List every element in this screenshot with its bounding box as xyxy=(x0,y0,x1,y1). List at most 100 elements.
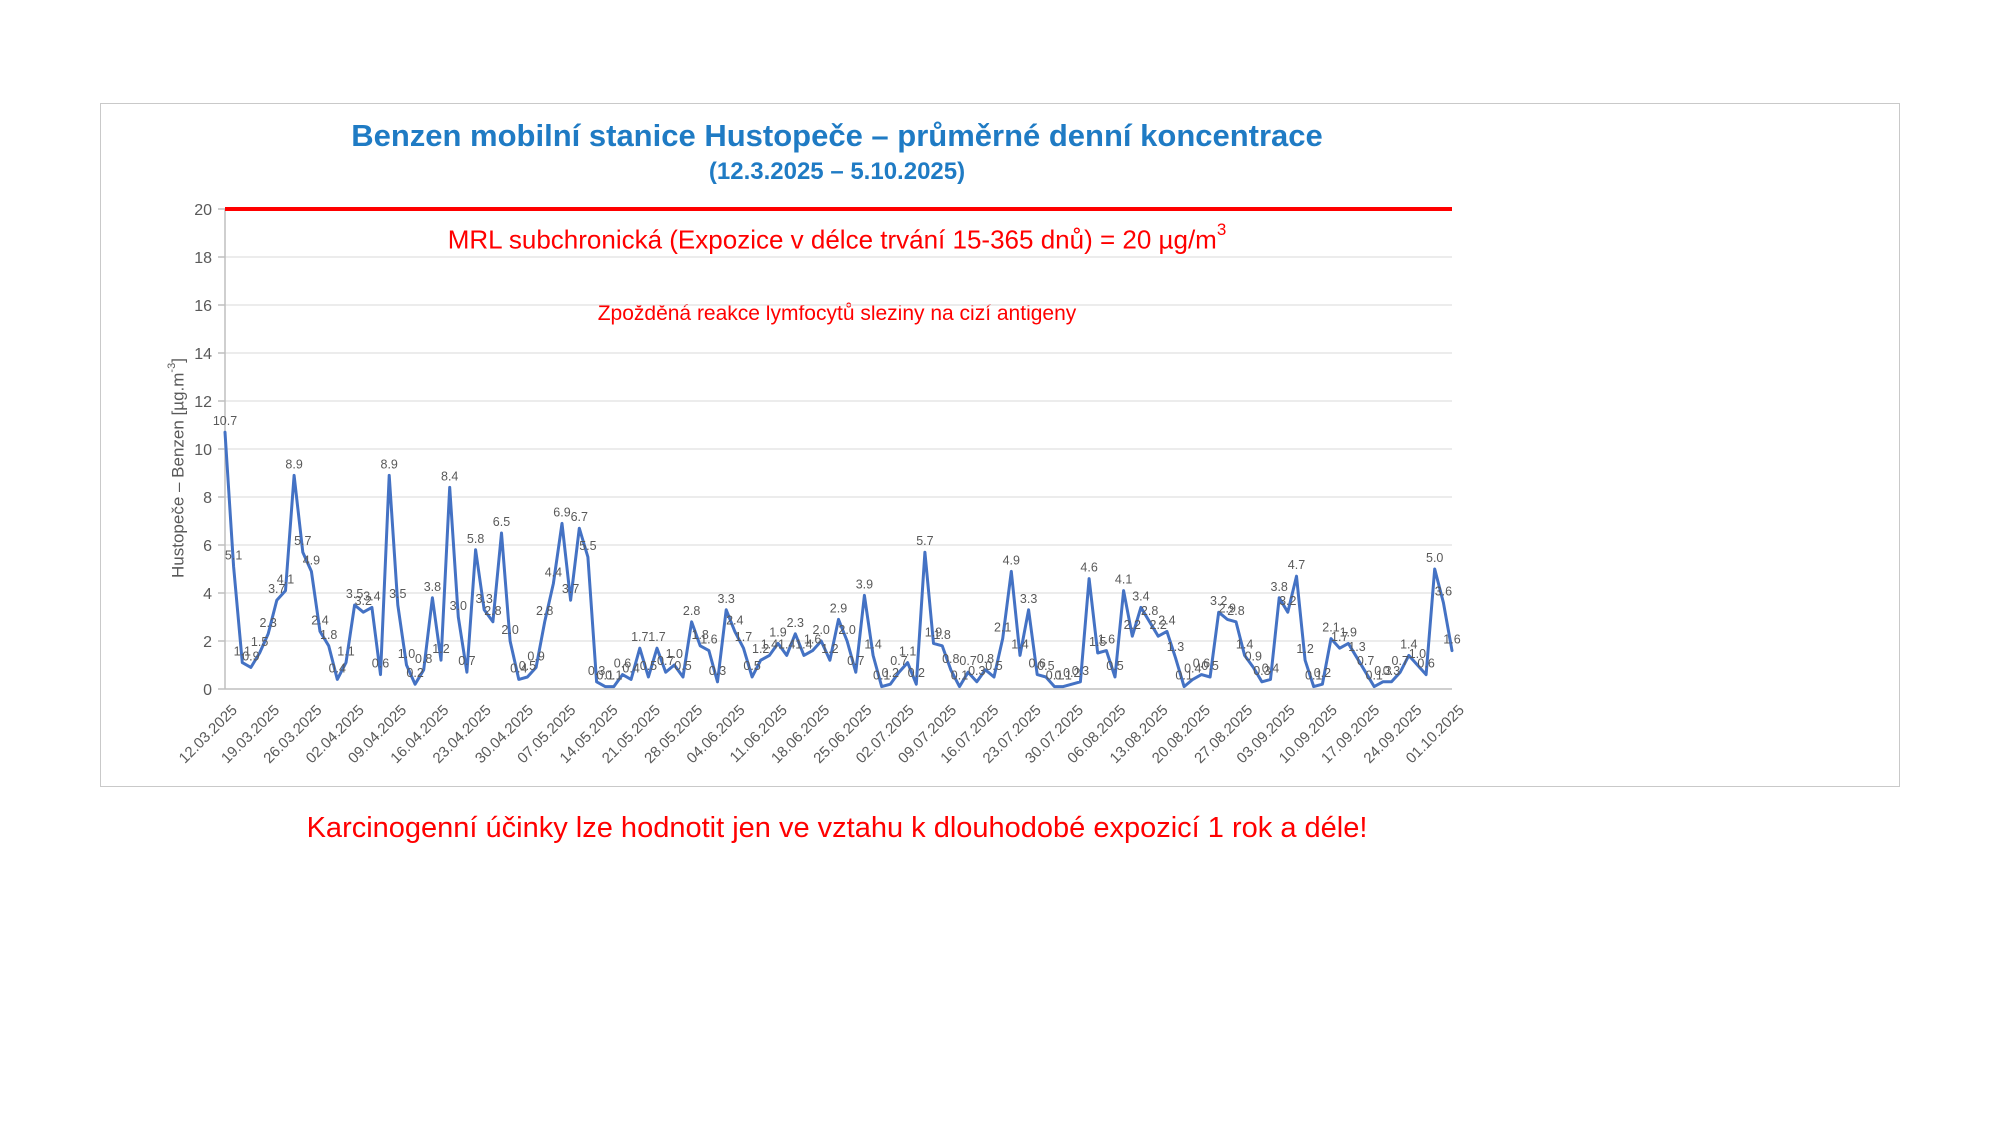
data-label: 5.5 xyxy=(579,539,596,553)
data-label: 1.0 xyxy=(666,647,683,661)
data-label: 0.1 xyxy=(1055,669,1072,683)
data-label: 1.8 xyxy=(692,628,709,642)
data-label: 0.5 xyxy=(743,659,760,673)
data-label: 2.8 xyxy=(484,604,501,618)
data-label: 0.7 xyxy=(657,654,674,668)
data-label: 0.5 xyxy=(1106,659,1123,673)
data-label: 2.0 xyxy=(838,623,855,637)
data-label: 1.8 xyxy=(320,628,337,642)
data-label: 5.1 xyxy=(225,549,242,563)
data-label: 0.7 xyxy=(1392,654,1409,668)
data-label: 2.8 xyxy=(1141,604,1158,618)
data-label: 1.1 xyxy=(899,645,916,659)
data-label: 1.0 xyxy=(1409,647,1426,661)
data-label: 0.1 xyxy=(605,669,622,683)
lymphocyte-note: Zpožděná reakce lymfocytů sleziny na ciz… xyxy=(597,302,1077,325)
data-label: 3.8 xyxy=(424,580,441,594)
data-label: 3.4 xyxy=(1132,589,1149,603)
data-label: 0.1 xyxy=(1175,669,1192,683)
data-label: 5.7 xyxy=(294,534,311,548)
data-label: 3.3 xyxy=(718,592,735,606)
data-label: 0.3 xyxy=(1374,664,1391,678)
data-label: 2.9 xyxy=(830,601,847,615)
data-label: 0.5 xyxy=(1201,659,1218,673)
data-label: 0.3 xyxy=(1383,664,1400,678)
data-label: 1.4 xyxy=(1011,637,1028,651)
data-label: 0.7 xyxy=(458,654,475,668)
data-label: 1.1 xyxy=(234,645,251,659)
data-label: 0.5 xyxy=(674,659,691,673)
data-label: 0.9 xyxy=(242,649,259,663)
data-label: 1.6 xyxy=(700,633,717,647)
data-label: 0.3 xyxy=(709,664,726,678)
data-label: 0.7 xyxy=(1357,654,1374,668)
data-label: 0.6 xyxy=(1029,657,1046,671)
data-label: 1.0 xyxy=(398,647,415,661)
data-label: 2.3 xyxy=(787,616,804,630)
y-tick-label: 16 xyxy=(194,298,212,315)
data-label: 1.7 xyxy=(1331,630,1348,644)
data-label: 0.1 xyxy=(951,669,968,683)
data-label: 8.4 xyxy=(441,469,458,483)
chart-frame xyxy=(100,103,1900,787)
data-label: 0.3 xyxy=(968,664,985,678)
data-label: 2.8 xyxy=(1227,604,1244,618)
data-label: 1.2 xyxy=(1296,642,1313,656)
data-label: 0.3 xyxy=(588,664,605,678)
data-label: 1.2 xyxy=(432,642,449,656)
data-label: 2.4 xyxy=(311,613,328,627)
data-label: 1.2 xyxy=(752,642,769,656)
data-label: 0.8 xyxy=(977,652,994,666)
data-label: 2.0 xyxy=(813,623,830,637)
data-label: 0.2 xyxy=(1063,666,1080,680)
data-label: 0.1 xyxy=(1305,669,1322,683)
data-label: 0.9 xyxy=(527,649,544,663)
data-label: 8.9 xyxy=(381,457,398,471)
data-label: 1.3 xyxy=(1167,640,1184,654)
mrl-limit-annotation: MRL subchronická (Expozice v délce trván… xyxy=(222,220,1452,256)
data-label: 5.8 xyxy=(467,532,484,546)
data-label: 0.9 xyxy=(1245,649,1262,663)
data-label: 0.5 xyxy=(985,659,1002,673)
data-label: 1.5 xyxy=(251,635,268,649)
data-label: 0.6 xyxy=(372,657,389,671)
data-label: 0.6 xyxy=(614,657,631,671)
data-label: 1.4 xyxy=(1236,637,1253,651)
data-label: 2.9 xyxy=(1219,601,1236,615)
data-label: 0.5 xyxy=(1037,659,1054,673)
data-label: 1.1 xyxy=(337,645,354,659)
data-label: 2.4 xyxy=(726,613,743,627)
y-tick-label: 8 xyxy=(203,490,212,507)
data-label: 4.4 xyxy=(545,565,562,579)
data-label: 1.6 xyxy=(804,633,821,647)
data-label: 0.2 xyxy=(406,666,423,680)
data-label: 4.9 xyxy=(303,553,320,567)
data-label: 4.1 xyxy=(1115,573,1132,587)
mrl-limit-superscript: 3 xyxy=(1216,220,1227,239)
chart-title: Benzen mobilní stanice Hustopeče – průmě… xyxy=(351,118,1323,153)
data-label: 1.4 xyxy=(761,637,778,651)
data-label: 3.0 xyxy=(450,599,467,613)
data-label: 0.5 xyxy=(519,659,536,673)
data-label: 1.7 xyxy=(631,630,648,644)
y-tick-label: 14 xyxy=(194,346,212,363)
data-label: 3.3 xyxy=(1020,592,1037,606)
data-label: 0.1 xyxy=(873,669,890,683)
data-label: 5.7 xyxy=(916,534,933,548)
data-label: 1.3 xyxy=(1348,640,1365,654)
data-label: 0.8 xyxy=(415,652,432,666)
data-label: 4.6 xyxy=(1080,561,1097,575)
data-label: 1.9 xyxy=(1340,625,1357,639)
data-label: 0.6 xyxy=(1193,657,1210,671)
data-label: 1.9 xyxy=(769,625,786,639)
data-label: 0.8 xyxy=(942,652,959,666)
data-label: 3.2 xyxy=(355,594,372,608)
data-label: 1.2 xyxy=(821,642,838,656)
data-label: 0.1 xyxy=(1366,669,1383,683)
data-label: 3.6 xyxy=(1435,585,1452,599)
data-label: 1.4 xyxy=(778,637,795,651)
data-label: 0.3 xyxy=(1072,664,1089,678)
data-label: 3.7 xyxy=(268,582,285,596)
data-label: 3.4 xyxy=(363,589,380,603)
data-label: 0.4 xyxy=(1184,661,1201,675)
